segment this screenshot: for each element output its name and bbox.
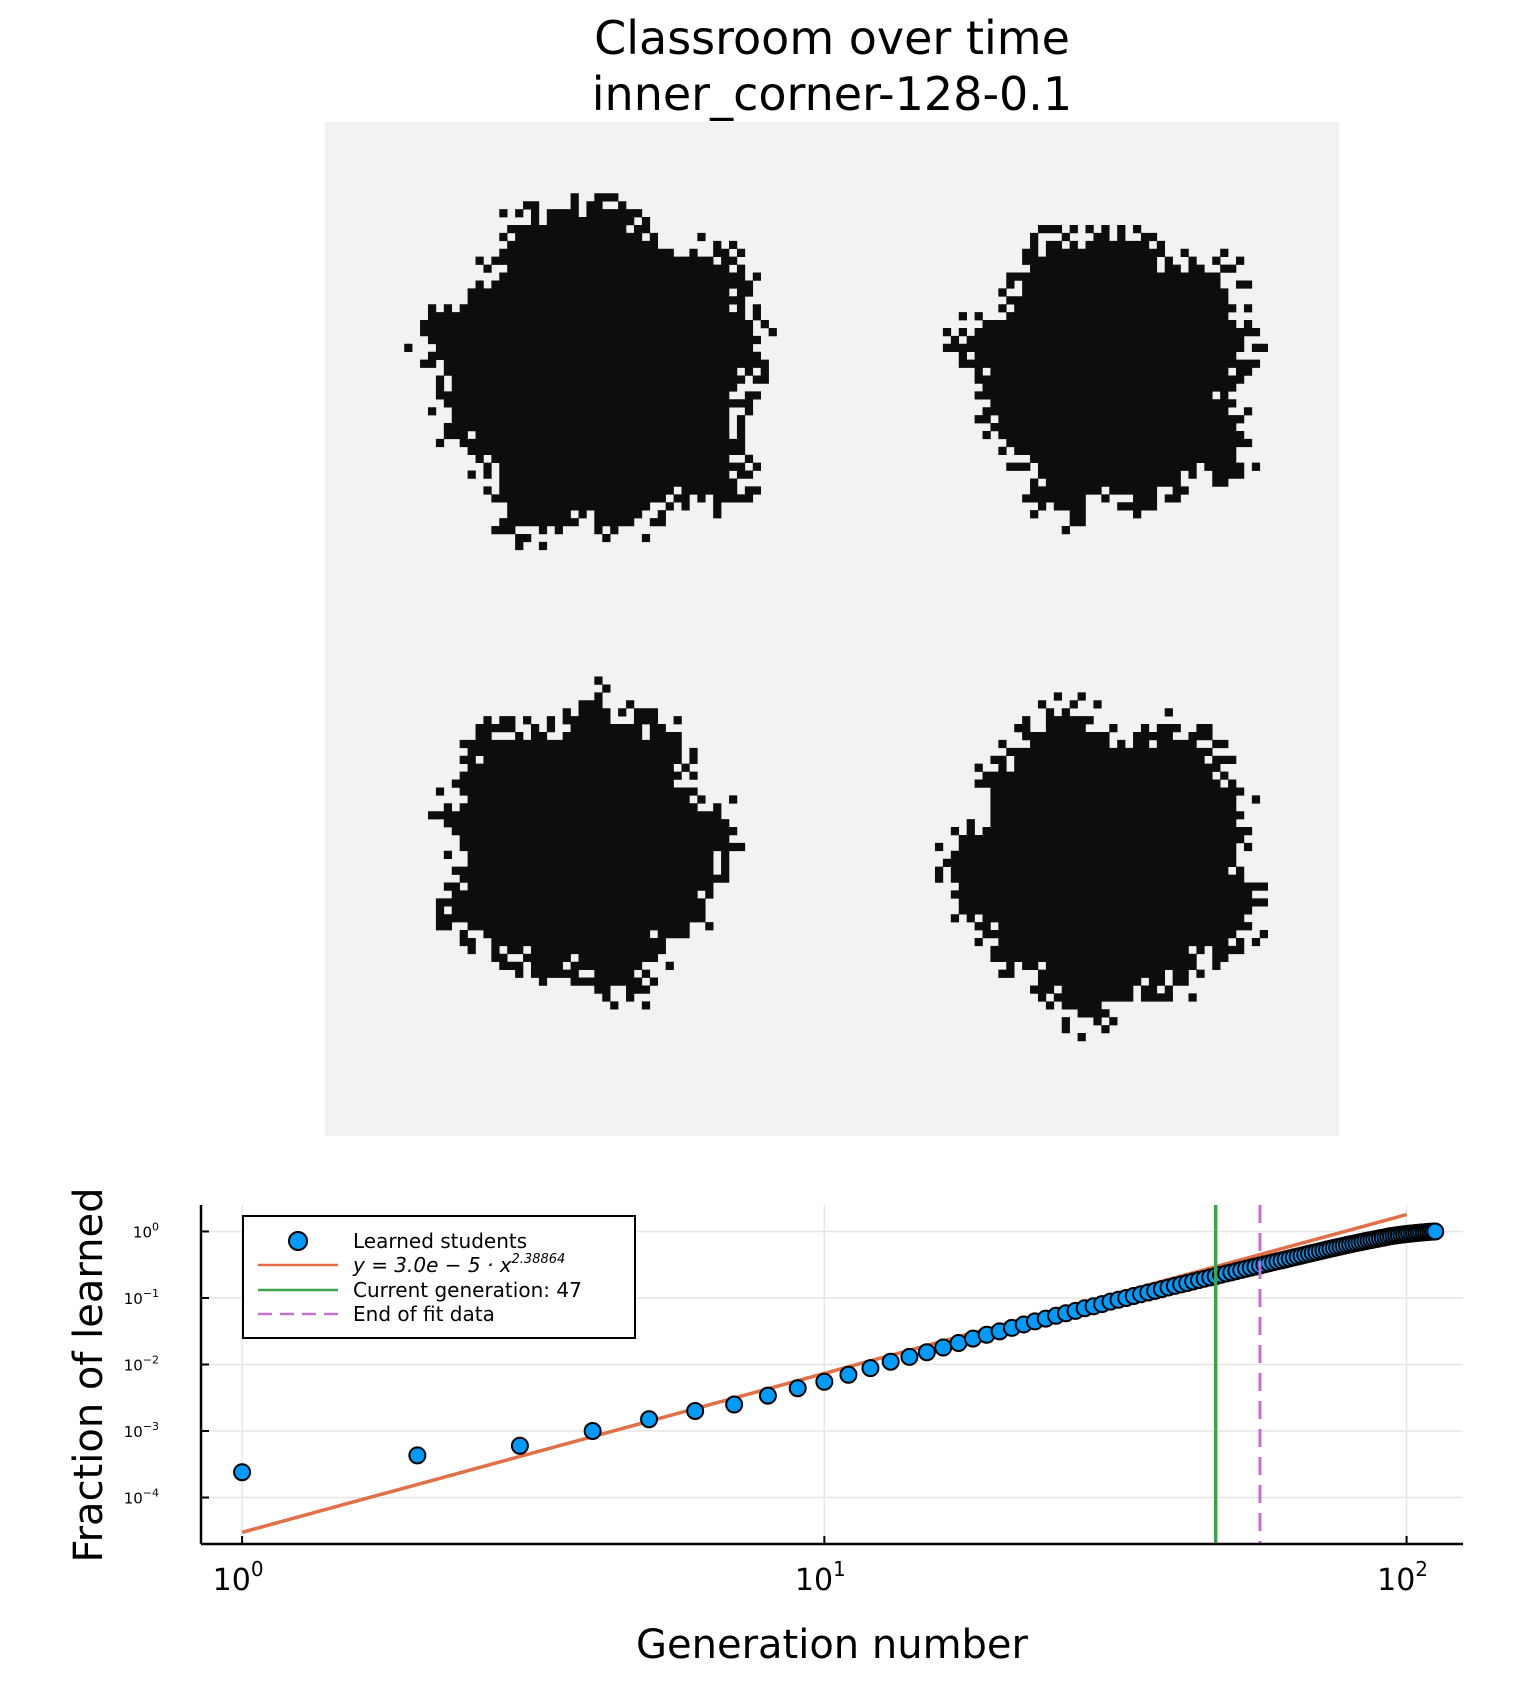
- x-tick-base: 10: [213, 1563, 251, 1598]
- x-tick-exponent: 0: [251, 1557, 264, 1581]
- y-tick-base: 10: [124, 1423, 143, 1441]
- y-tick-exponent: −2: [143, 1353, 159, 1366]
- data-point: [788, 1379, 807, 1398]
- y-tick-label: 10−4: [124, 1487, 159, 1508]
- legend-label-current-generation: Current generation: 47: [353, 1278, 582, 1302]
- legend-label-learned-students: Learned students: [353, 1229, 527, 1253]
- y-tick-base: 10: [133, 1223, 152, 1241]
- heatmap-learned-cells: [404, 193, 1269, 1042]
- y-tick-base: 10: [124, 1356, 143, 1374]
- legend-marker-learned-students: [288, 1231, 308, 1251]
- y-tick-exponent: 0: [152, 1220, 159, 1233]
- y-axis-label: Fraction of learned: [66, 1188, 112, 1563]
- y-tick-base: 10: [124, 1490, 143, 1508]
- data-point: [839, 1365, 858, 1384]
- x-tick-base: 10: [1377, 1563, 1415, 1598]
- data-point: [900, 1347, 919, 1366]
- y-tick-exponent: −3: [143, 1420, 159, 1433]
- data-point: [917, 1343, 936, 1362]
- y-tick-label: 10−1: [124, 1287, 159, 1308]
- legend-label-fit-base: y = 3.0e − 5 · x: [352, 1253, 512, 1277]
- y-tick-base: 10: [124, 1290, 143, 1308]
- data-point: [583, 1422, 602, 1440]
- y-tick-exponent: −1: [143, 1287, 159, 1300]
- plot-legend: Learned students y = 3.0e − 5 · x2.38864…: [242, 1215, 636, 1339]
- legend-label-fit: y = 3.0e − 5 · x2.38864: [352, 1252, 565, 1277]
- chart-title-line-2: inner_corner-128-0.1: [592, 67, 1072, 121]
- legend-label-end-of-fit: End of fit data: [353, 1302, 495, 1326]
- chart-title-line-1: Classroom over time: [594, 11, 1070, 65]
- plot-series: [233, 1205, 1445, 1544]
- x-tick-exponent: 1: [833, 1557, 846, 1581]
- x-tick-label: 100: [213, 1557, 264, 1598]
- data-point: [408, 1446, 427, 1465]
- data-point: [881, 1352, 900, 1371]
- x-tick-label: 101: [795, 1557, 846, 1598]
- y-tick-exponent: −4: [143, 1487, 159, 1500]
- data-point: [758, 1386, 777, 1405]
- data-point: [1426, 1222, 1445, 1241]
- x-tick-base: 10: [795, 1563, 833, 1598]
- data-point: [640, 1410, 659, 1429]
- legend-box: [242, 1215, 636, 1339]
- data-point: [233, 1463, 252, 1482]
- data-point: [686, 1401, 705, 1420]
- data-point: [815, 1372, 834, 1391]
- x-axis-label: Generation number: [636, 1622, 1029, 1668]
- x-axis-ticks: 100 101 102: [213, 1536, 1428, 1598]
- classroom-heatmap: [325, 122, 1339, 1136]
- data-point: [934, 1338, 953, 1357]
- y-tick-label: 100: [133, 1220, 159, 1241]
- data-point: [510, 1436, 529, 1455]
- y-tick-label: 10−3: [124, 1420, 159, 1441]
- legend-label-fit-exponent: 2.38864: [512, 1252, 566, 1267]
- data-point: [861, 1359, 880, 1378]
- x-tick-exponent: 2: [1415, 1557, 1428, 1581]
- data-point: [725, 1395, 744, 1414]
- x-tick-label: 102: [1377, 1557, 1428, 1598]
- y-tick-label: 10−2: [124, 1353, 159, 1374]
